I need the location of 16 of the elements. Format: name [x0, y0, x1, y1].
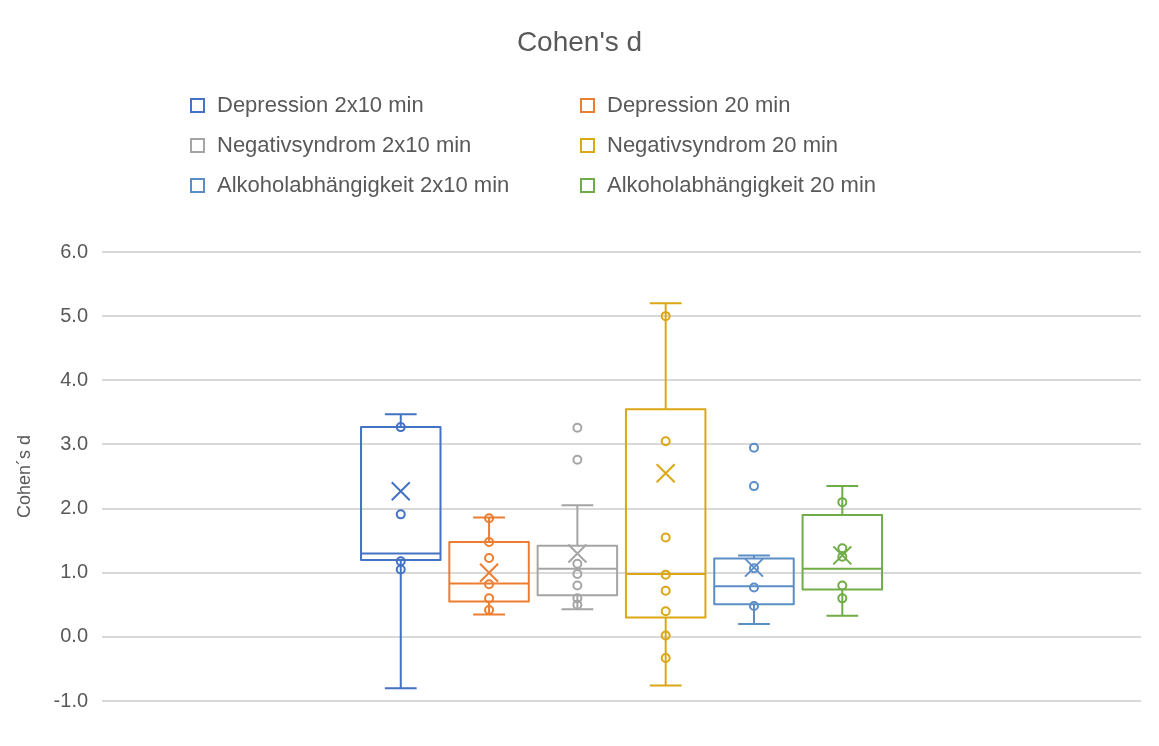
- y-tick-label: 3.0: [60, 431, 89, 454]
- y-tick-label: 5.0: [60, 303, 89, 326]
- legend-label: Depression 2x10 min: [217, 92, 424, 118]
- legend-label: Depression 20 min: [607, 92, 791, 118]
- chart-title: Cohen's d: [515, 26, 644, 58]
- y-tick-label: 2.0: [60, 496, 89, 519]
- y-tick-label: 0.0: [60, 624, 89, 647]
- legend-label: Alkoholabhängigkeit 20 min: [607, 172, 877, 198]
- y-axis-title: Cohen´s d: [13, 434, 34, 519]
- y-tick-label: -1.0: [53, 688, 89, 711]
- y-tick-label: 4.0: [60, 367, 89, 390]
- legend-label: Negativsyndrom 2x10 min: [217, 132, 472, 158]
- legend-label: Negativsyndrom 20 min: [607, 132, 839, 158]
- y-tick-label: 1.0: [60, 560, 89, 583]
- y-tick-label: 6.0: [60, 239, 89, 262]
- legend-label: Alkoholabhängigkeit 2x10 min: [217, 172, 510, 198]
